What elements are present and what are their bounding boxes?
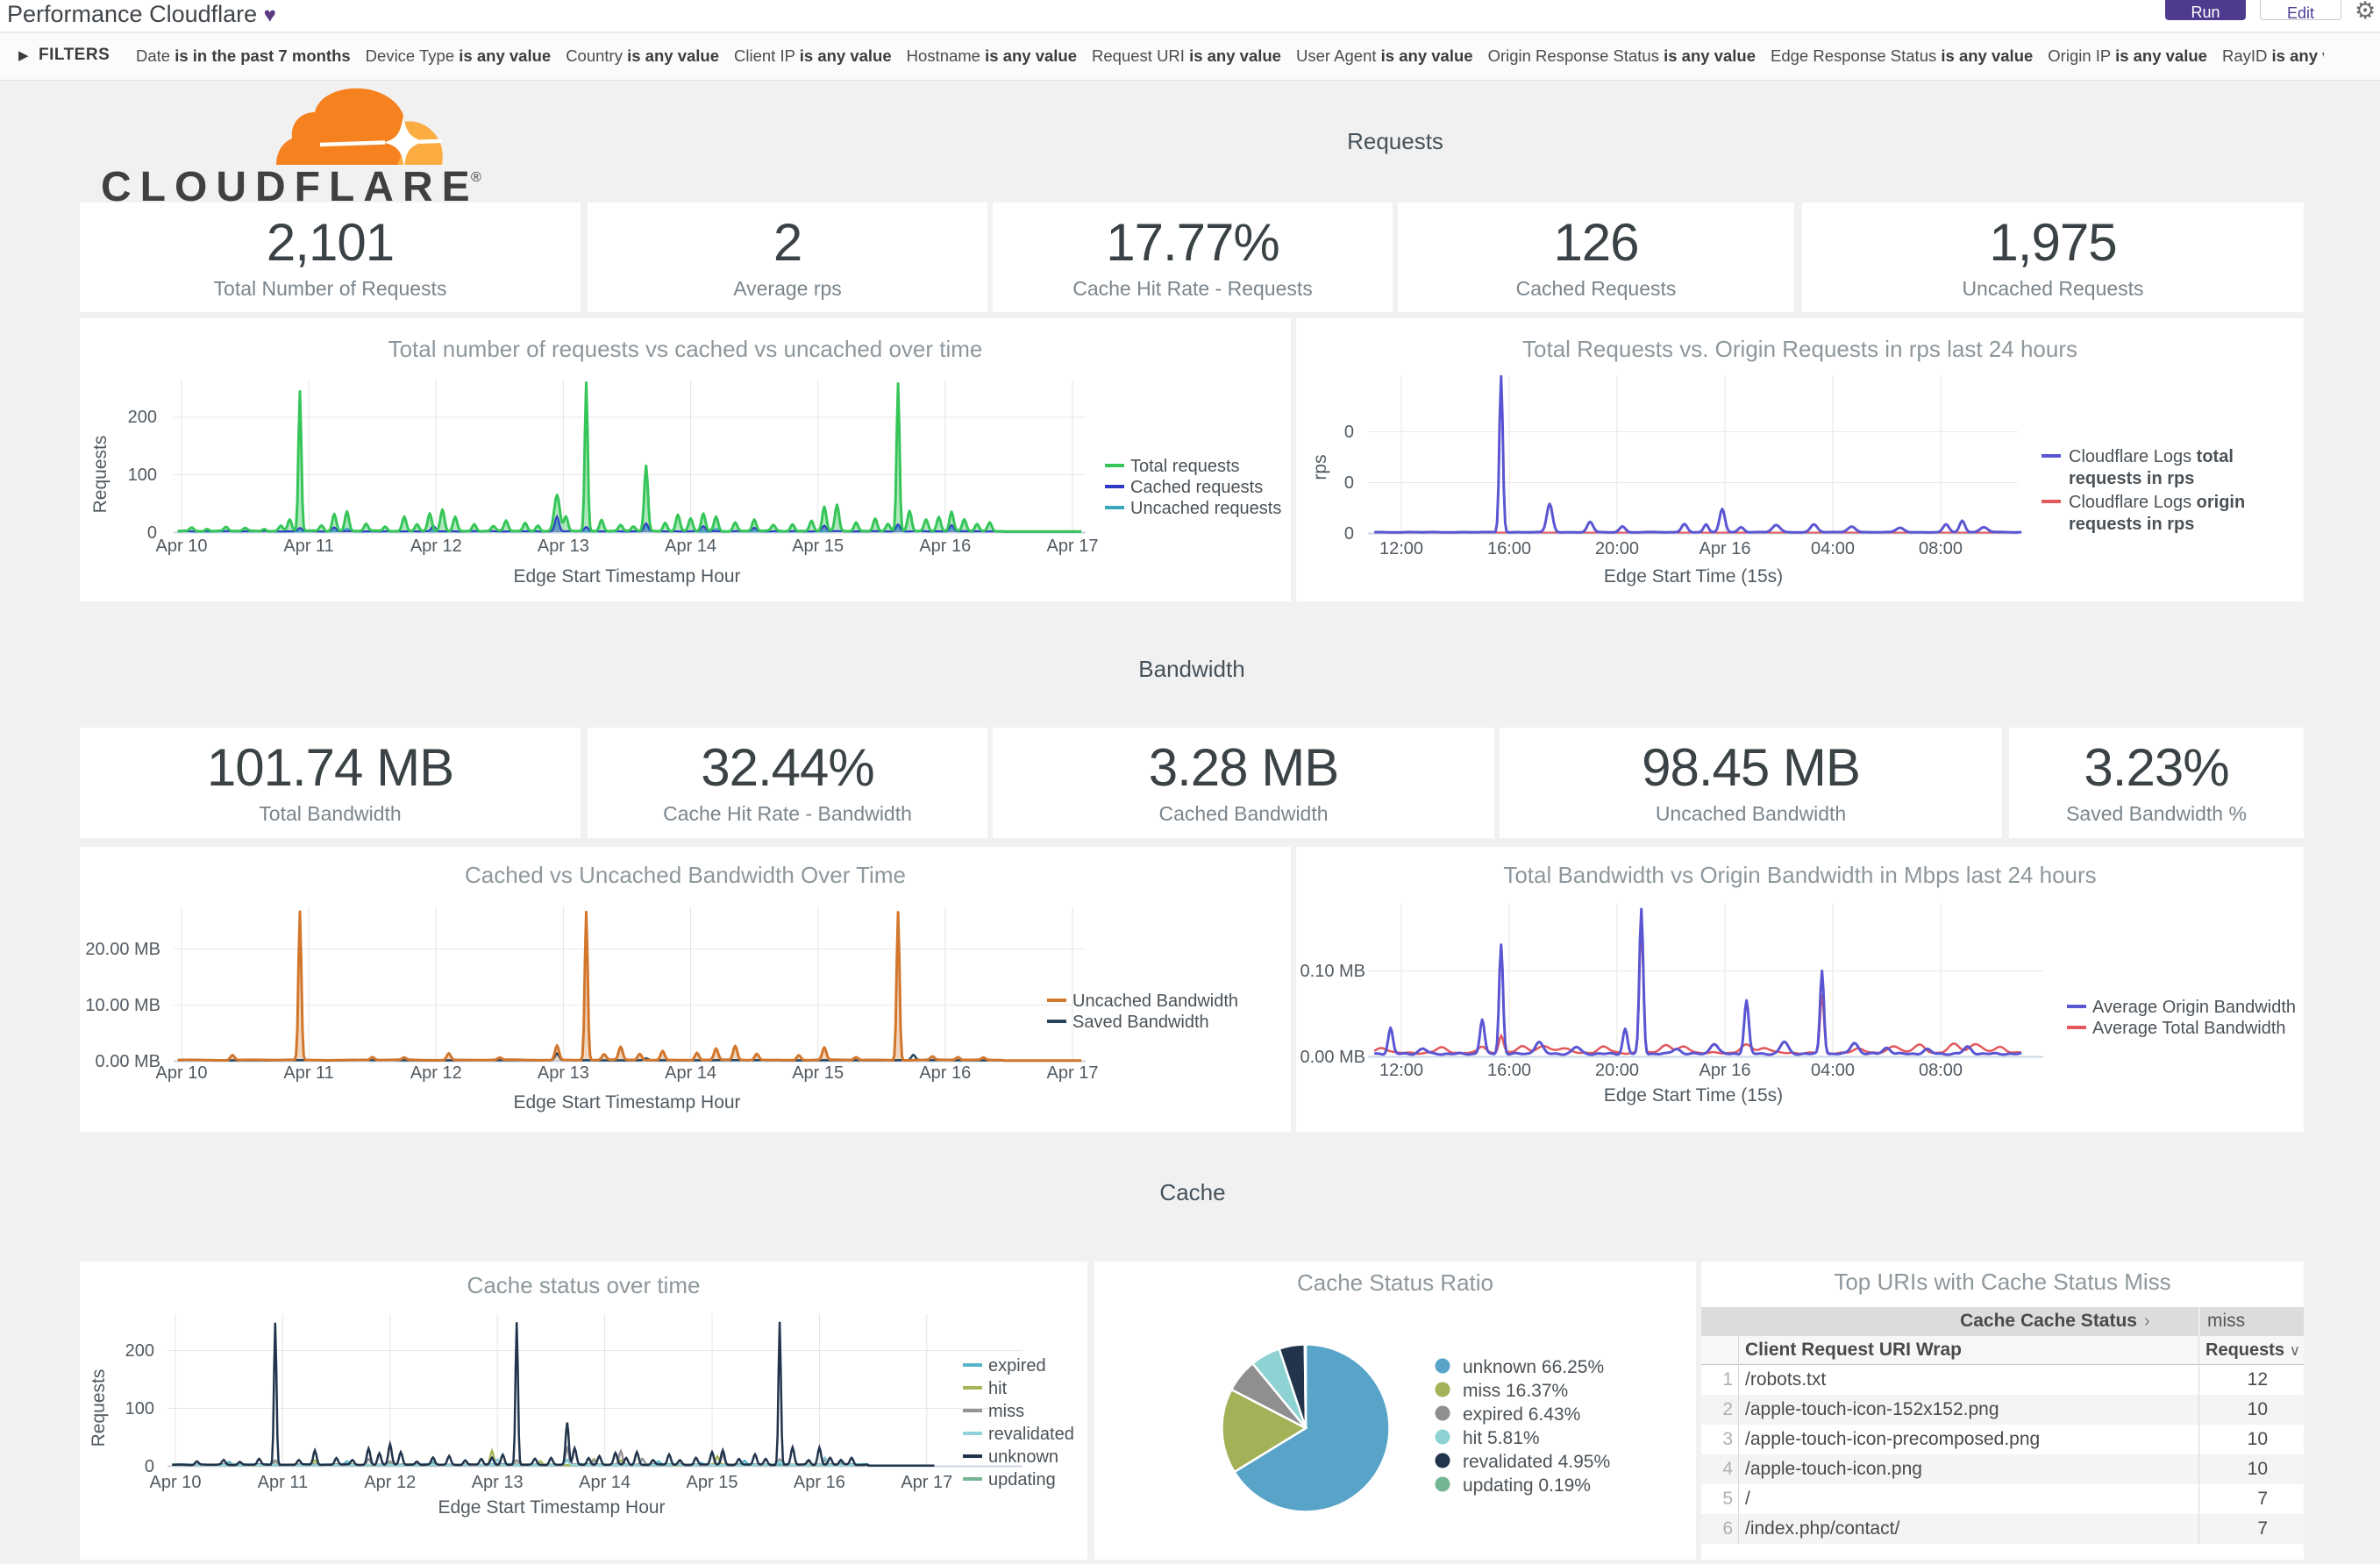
svg-text:Apr 13: Apr 13: [538, 537, 589, 556]
svg-text:requests in rps: requests in rps: [2069, 515, 2194, 534]
svg-text:Apr 10: Apr 10: [156, 1063, 208, 1083]
svg-text:rps: rps: [1310, 454, 1330, 480]
svg-text:Apr 11: Apr 11: [283, 537, 333, 556]
svg-text:expired 6.43%: expired 6.43%: [1463, 1404, 1580, 1425]
svg-text:Apr 14: Apr 14: [579, 1473, 631, 1492]
svg-text:Apr 16: Apr 16: [919, 537, 971, 556]
svg-text:Apr 11: Apr 11: [283, 1063, 333, 1083]
svg-text:Apr 15: Apr 15: [687, 1473, 738, 1492]
svg-text:®: ®: [471, 170, 481, 185]
svg-text:updating: updating: [988, 1470, 1056, 1489]
svg-text:Average Origin Bandwidth: Average Origin Bandwidth: [2092, 998, 2296, 1017]
svg-text:Edge Start Timestamp Hour: Edge Start Timestamp Hour: [513, 566, 740, 586]
svg-text:Cached requests: Cached requests: [1130, 478, 1263, 497]
svg-text:Edge Start Timestamp Hour: Edge Start Timestamp Hour: [513, 1092, 740, 1113]
svg-text:08:00: 08:00: [1919, 1061, 1963, 1080]
svg-text:Apr 14: Apr 14: [665, 537, 716, 556]
svg-text:0: 0: [145, 1457, 154, 1476]
svg-text:0.00 MB: 0.00 MB: [96, 1052, 160, 1071]
svg-text:20:00: 20:00: [1595, 1061, 1639, 1080]
svg-text:Apr 16: Apr 16: [1699, 1061, 1751, 1080]
svg-text:Edge Start Timestamp Hour: Edge Start Timestamp Hour: [438, 1497, 665, 1518]
svg-text:unknown 66.25%: unknown 66.25%: [1463, 1357, 1604, 1377]
svg-text:12:00: 12:00: [1379, 1061, 1423, 1080]
svg-text:Apr 17: Apr 17: [901, 1473, 952, 1492]
svg-text:expired: expired: [988, 1356, 1046, 1376]
svg-text:Uncached requests: Uncached requests: [1130, 499, 1281, 518]
svg-text:updating 0.19%: updating 0.19%: [1463, 1475, 1591, 1496]
svg-text:100: 100: [128, 466, 157, 485]
svg-text:Uncached Bandwidth: Uncached Bandwidth: [1072, 992, 1238, 1011]
svg-text:Cloudflare Logs origin: Cloudflare Logs origin: [2069, 493, 2245, 512]
svg-text:200: 200: [128, 408, 157, 427]
svg-text:Apr 13: Apr 13: [538, 1063, 589, 1083]
svg-text:Cloudflare Logs total: Cloudflare Logs total: [2069, 447, 2234, 466]
svg-text:requests in rps: requests in rps: [2069, 469, 2194, 488]
svg-text:20:00: 20:00: [1595, 539, 1639, 558]
svg-text:miss 16.37%: miss 16.37%: [1463, 1381, 1568, 1401]
svg-text:200: 200: [125, 1341, 154, 1361]
svg-text:unknown: unknown: [988, 1447, 1058, 1467]
svg-text:0: 0: [1344, 423, 1354, 442]
svg-text:Apr 16: Apr 16: [919, 1063, 971, 1083]
svg-text:Apr 12: Apr 12: [410, 537, 462, 556]
svg-text:0: 0: [1344, 473, 1354, 493]
svg-text:0: 0: [147, 523, 157, 543]
svg-text:Apr 12: Apr 12: [410, 1063, 462, 1083]
svg-text:hit: hit: [988, 1379, 1008, 1398]
svg-text:04:00: 04:00: [1811, 1061, 1855, 1080]
svg-text:miss: miss: [988, 1402, 1024, 1421]
svg-text:0.00 MB: 0.00 MB: [1300, 1048, 1365, 1067]
svg-text:20.00 MB: 20.00 MB: [85, 940, 160, 959]
svg-text:Requests: Requests: [90, 436, 110, 514]
svg-text:Apr 16: Apr 16: [1699, 539, 1751, 558]
svg-text:hit 5.81%: hit 5.81%: [1463, 1428, 1540, 1448]
svg-text:Apr 13: Apr 13: [472, 1473, 524, 1492]
svg-text:revalidated: revalidated: [988, 1425, 1074, 1444]
svg-text:Edge Start Time (15s): Edge Start Time (15s): [1604, 566, 1783, 586]
svg-text:Apr 16: Apr 16: [794, 1473, 845, 1492]
svg-text:08:00: 08:00: [1919, 539, 1963, 558]
svg-text:Apr 17: Apr 17: [1047, 1063, 1099, 1083]
svg-text:Average Total Bandwidth: Average Total Bandwidth: [2092, 1019, 2286, 1038]
svg-text:Apr 14: Apr 14: [665, 1063, 716, 1083]
svg-text:Apr 17: Apr 17: [1047, 537, 1099, 556]
svg-text:0.10 MB: 0.10 MB: [1300, 962, 1365, 981]
svg-text:04:00: 04:00: [1811, 539, 1855, 558]
svg-text:10.00 MB: 10.00 MB: [85, 996, 160, 1015]
svg-text:Apr 15: Apr 15: [792, 1063, 844, 1083]
svg-text:Apr 11: Apr 11: [258, 1473, 308, 1492]
svg-text:12:00: 12:00: [1379, 539, 1423, 558]
svg-text:Edge Start Time (15s): Edge Start Time (15s): [1604, 1085, 1783, 1105]
svg-text:100: 100: [125, 1399, 154, 1418]
svg-text:16:00: 16:00: [1487, 539, 1531, 558]
svg-text:Apr 10: Apr 10: [156, 537, 208, 556]
svg-text:Apr 10: Apr 10: [150, 1473, 202, 1492]
svg-text:0: 0: [1344, 524, 1354, 544]
svg-text:Saved Bandwidth: Saved Bandwidth: [1072, 1013, 1209, 1032]
svg-text:16:00: 16:00: [1487, 1061, 1531, 1080]
svg-text:Requests: Requests: [89, 1369, 109, 1447]
svg-text:Total requests: Total requests: [1130, 457, 1240, 476]
svg-text:Apr 12: Apr 12: [364, 1473, 416, 1492]
svg-text:revalidated 4.95%: revalidated 4.95%: [1463, 1452, 1610, 1472]
svg-text:Apr 15: Apr 15: [792, 537, 844, 556]
